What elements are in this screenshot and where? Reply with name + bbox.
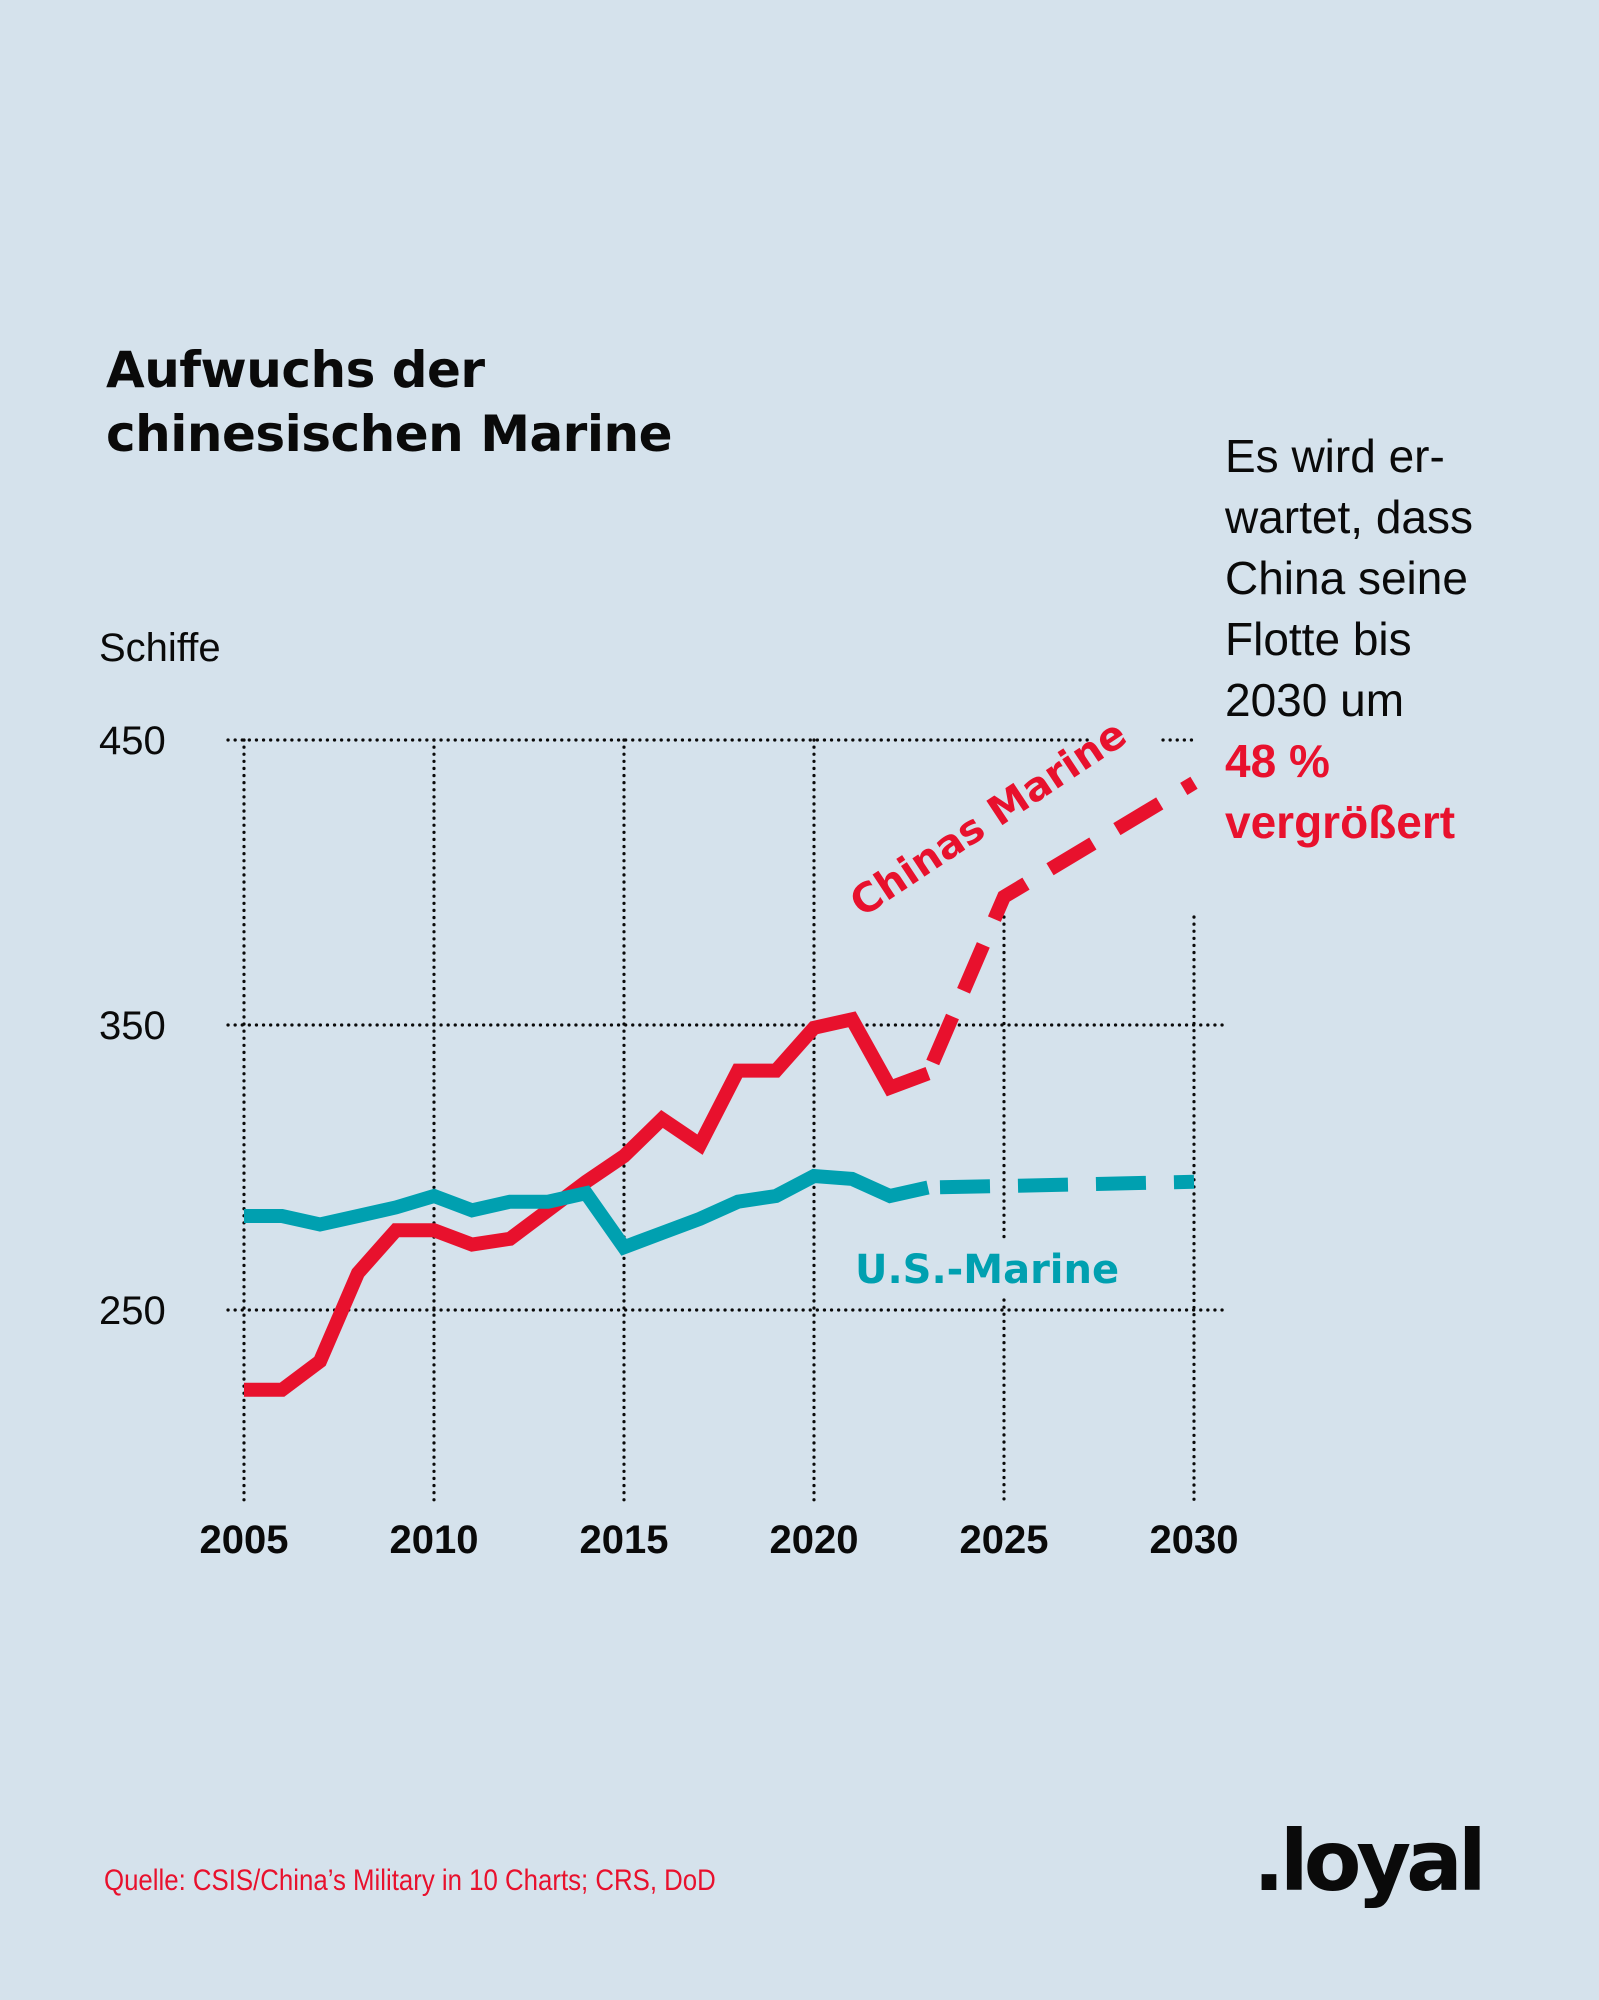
chart-title: Aufwuchs der chinesischen Marine [106,338,673,466]
series-line-china [244,1011,931,1397]
annotation-highlight: vergrößert [1225,796,1456,848]
series-line-us [244,1168,930,1256]
y-tick-label: 450 [99,719,166,763]
x-tick-label: 2025 [960,1518,1049,1562]
x-axis-ticks: 2005 2010 2015 2020 2025 2030 [200,1518,1239,1562]
annotation-highlight: 48 % [1225,735,1330,787]
x-tick-label: 2030 [1150,1518,1239,1562]
y-tick-label: 350 [99,1004,166,1048]
series-label-us: U.S.-Marine [855,1247,1119,1293]
annotation-line: 2030 um [1225,674,1405,726]
series-lines [244,776,1198,1397]
y-tick-label: 250 [99,1289,166,1333]
annotation-line: Es wird er- [1225,430,1445,482]
projection-annotation: Es wird er- wartet, dass China seine Flo… [1225,426,1473,853]
series-projection-china [921,776,1198,1077]
chart-title-line-2: chinesischen Marine [106,405,673,463]
y-axis-label: Schiffe [99,626,221,670]
annotation-line: wartet, dass [1225,491,1473,543]
x-tick-label: 2020 [770,1518,859,1562]
annotation-line: Flotte bis [1225,613,1412,665]
brand-logo: .loyal [1253,1812,1487,1910]
x-tick-label: 2010 [390,1518,479,1562]
series-projection-us [927,1174,1195,1195]
y-axis-ticks: 250 350 450 [99,719,166,1333]
chart-title-line-1: Aufwuchs der [106,341,485,399]
x-tick-label: 2005 [200,1518,289,1562]
annotation-line: China seine [1225,552,1468,604]
grid-lines [226,738,1230,1507]
source-note: Quelle: CSIS/China’s Military in 10 Char… [104,1864,716,1897]
x-tick-label: 2015 [580,1518,669,1562]
series-label-china: Chinas Marine [842,711,1135,926]
